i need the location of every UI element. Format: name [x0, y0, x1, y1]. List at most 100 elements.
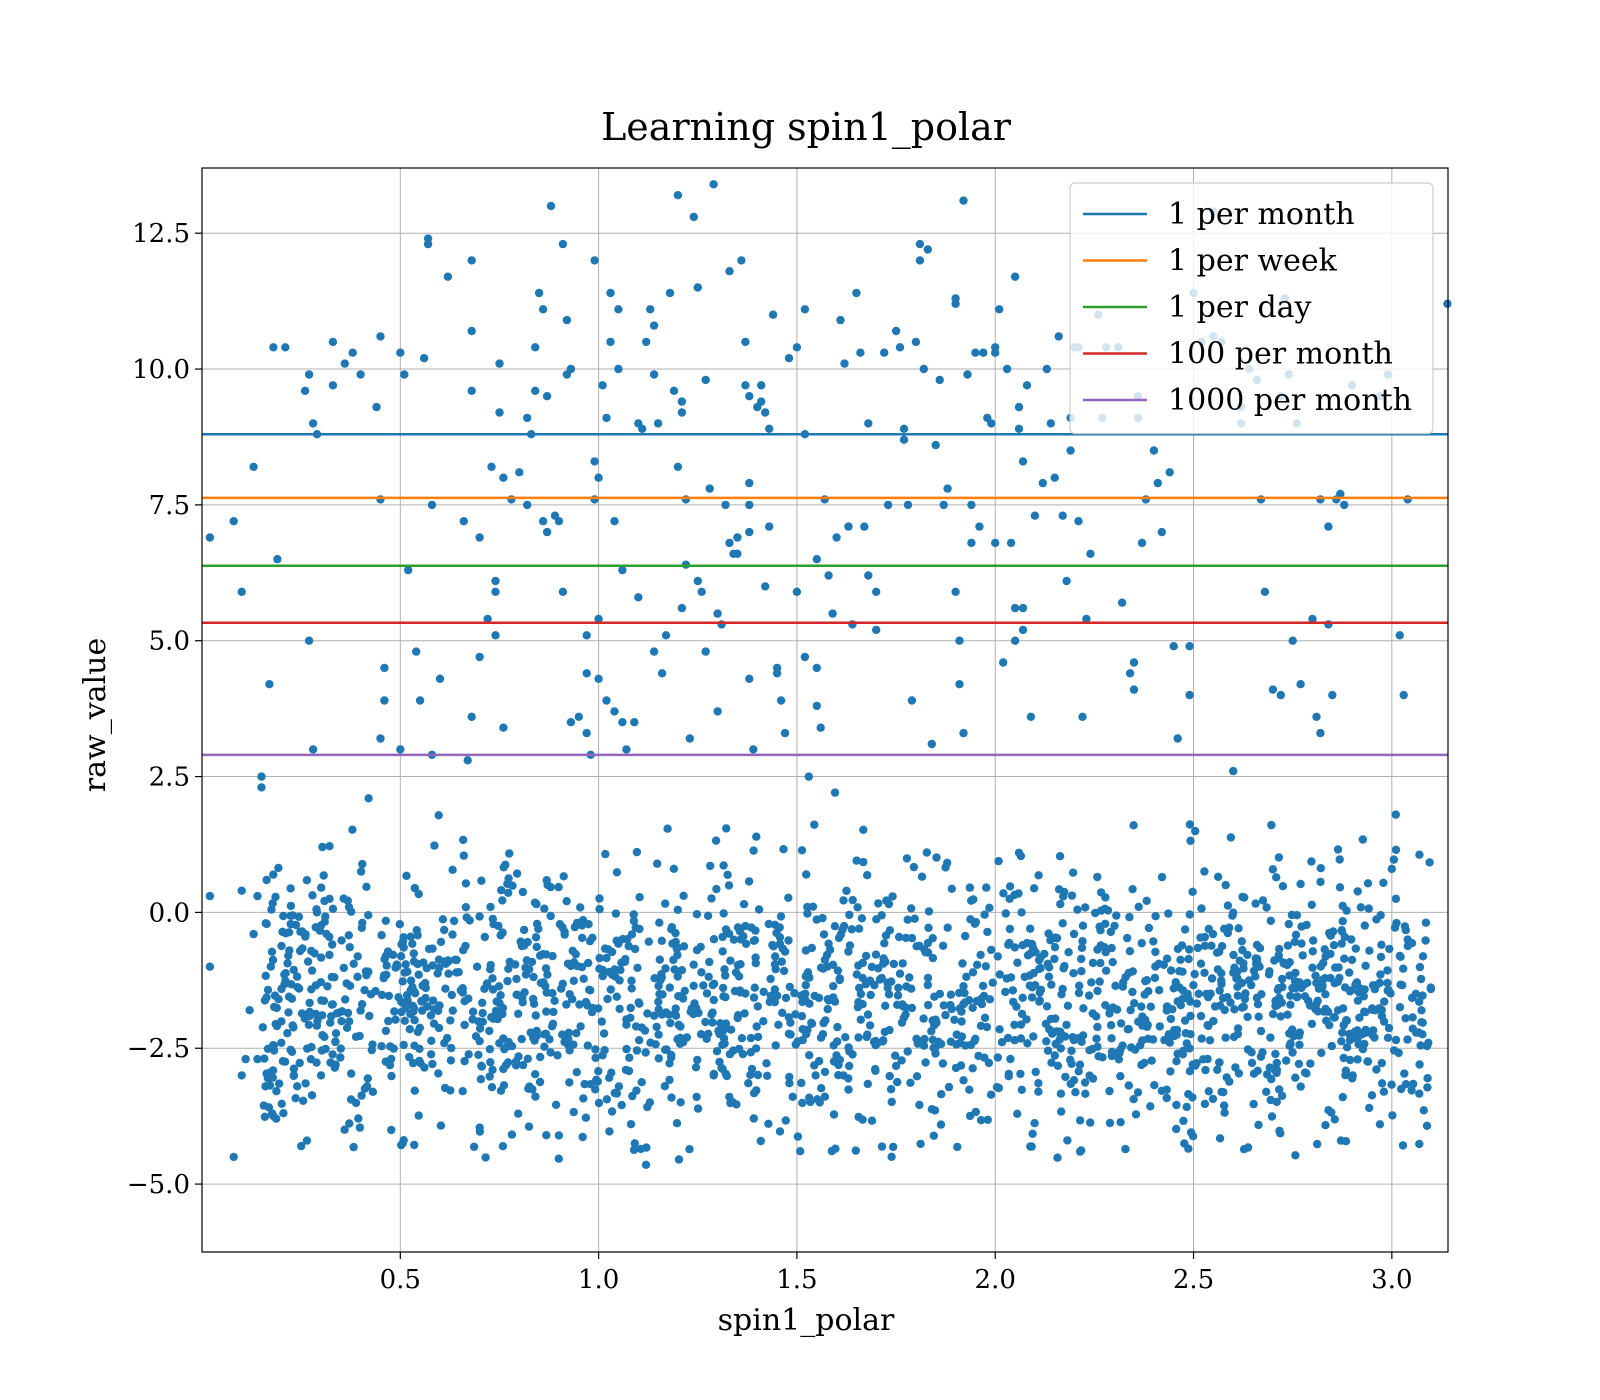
- scatter-point: [709, 180, 718, 189]
- scatter-point: [1276, 690, 1286, 700]
- scatter-point: [1240, 994, 1250, 1004]
- scatter-point: [924, 907, 934, 916]
- scatter-point: [1006, 538, 1016, 548]
- scatter-point: [611, 909, 621, 918]
- scatter-point: [1217, 942, 1227, 951]
- scatter-point: [1397, 1084, 1406, 1094]
- scatter-point: [932, 853, 941, 862]
- scatter-point: [635, 999, 644, 1008]
- scatter-point: [414, 970, 423, 979]
- scatter-point: [1080, 1078, 1090, 1087]
- scatter-point: [237, 886, 246, 895]
- scatter-point: [717, 620, 726, 629]
- scatter-point: [676, 1098, 685, 1107]
- scatter-point: [1229, 766, 1238, 776]
- scatter-point: [1286, 991, 1295, 1000]
- scatter-point: [1050, 473, 1059, 482]
- scatter-point: [372, 402, 381, 412]
- scatter-point: [549, 1007, 558, 1017]
- scatter-point: [915, 239, 925, 249]
- scatter-point: [889, 959, 898, 969]
- scatter-point: [497, 886, 506, 895]
- scatter-point: [546, 201, 556, 211]
- scatter-point: [446, 1016, 455, 1025]
- scatter-point: [1275, 1085, 1284, 1094]
- scatter-point: [746, 1033, 756, 1043]
- scatter-point: [941, 863, 950, 872]
- scatter-point: [337, 1007, 347, 1016]
- scatter-point: [368, 1040, 377, 1049]
- scatter-point: [356, 867, 366, 876]
- scatter-point: [662, 1045, 671, 1054]
- scatter-point: [459, 517, 468, 526]
- scatter-point: [1418, 1030, 1427, 1039]
- scatter-point: [308, 891, 317, 900]
- scatter-point: [863, 1079, 872, 1089]
- legend-label: 1 per month: [1168, 197, 1355, 232]
- scatter-point: [655, 955, 664, 964]
- scatter-point: [577, 962, 587, 972]
- scatter-point: [880, 939, 889, 948]
- scatter-point: [955, 680, 964, 689]
- scatter-point: [519, 925, 529, 935]
- scatter-point: [899, 424, 909, 433]
- y-tick-label: 10.0: [132, 355, 190, 385]
- scatter-point: [778, 944, 787, 953]
- scatter-point: [655, 918, 664, 927]
- scatter-point: [1415, 1139, 1424, 1149]
- scatter-point: [1422, 1121, 1432, 1131]
- scatter-point: [959, 982, 968, 991]
- scatter-point: [938, 941, 948, 950]
- scatter-point: [436, 937, 446, 947]
- scatter-point: [1327, 1041, 1337, 1051]
- scatter-point: [1050, 943, 1060, 952]
- scatter-point: [734, 972, 744, 981]
- scatter-point: [398, 977, 407, 986]
- scatter-point: [1128, 987, 1137, 997]
- scatter-point: [1137, 538, 1147, 548]
- scatter-point: [1196, 1011, 1206, 1021]
- scatter-point: [677, 408, 687, 417]
- scatter-point: [901, 933, 911, 943]
- scatter-point: [594, 614, 603, 624]
- scatter-point: [1129, 658, 1139, 667]
- scatter-point: [951, 587, 960, 596]
- scatter-point: [409, 949, 418, 958]
- scatter-point: [419, 354, 429, 363]
- scatter-point: [340, 359, 349, 368]
- scatter-point: [865, 1021, 875, 1030]
- scatter-point: [518, 998, 527, 1007]
- scatter-point: [614, 1082, 624, 1091]
- scatter-point: [991, 348, 1000, 357]
- scatter-point: [1146, 1102, 1155, 1111]
- scatter-point: [705, 957, 714, 967]
- scatter-point: [601, 849, 610, 859]
- scatter-point: [1138, 1036, 1147, 1045]
- scatter-point: [1272, 1058, 1282, 1068]
- scatter-point: [1307, 900, 1317, 909]
- scatter-point: [569, 958, 579, 967]
- scatter-point: [562, 315, 572, 325]
- scatter-point: [709, 935, 719, 944]
- scatter-point: [331, 1029, 341, 1038]
- scatter-point: [1396, 980, 1405, 989]
- scatter-point: [1106, 927, 1116, 937]
- scatter-point: [823, 995, 832, 1004]
- scatter-point: [581, 1113, 591, 1122]
- scatter-point: [664, 1010, 674, 1019]
- scatter-point: [417, 996, 426, 1006]
- scatter-point: [862, 1032, 871, 1042]
- scatter-point: [1137, 939, 1146, 948]
- scatter-point: [790, 989, 799, 998]
- scatter-point: [1200, 968, 1209, 977]
- scatter-point: [481, 1153, 490, 1162]
- scatter-point: [721, 500, 730, 510]
- scatter-point: [1421, 936, 1430, 945]
- scatter-point: [397, 1007, 406, 1017]
- scatter-point: [469, 1142, 479, 1152]
- scatter-point: [402, 871, 411, 880]
- scatter-point: [1078, 937, 1087, 946]
- scatter-point: [412, 647, 421, 656]
- scatter-point: [1051, 1039, 1060, 1049]
- scatter-point: [1360, 921, 1370, 930]
